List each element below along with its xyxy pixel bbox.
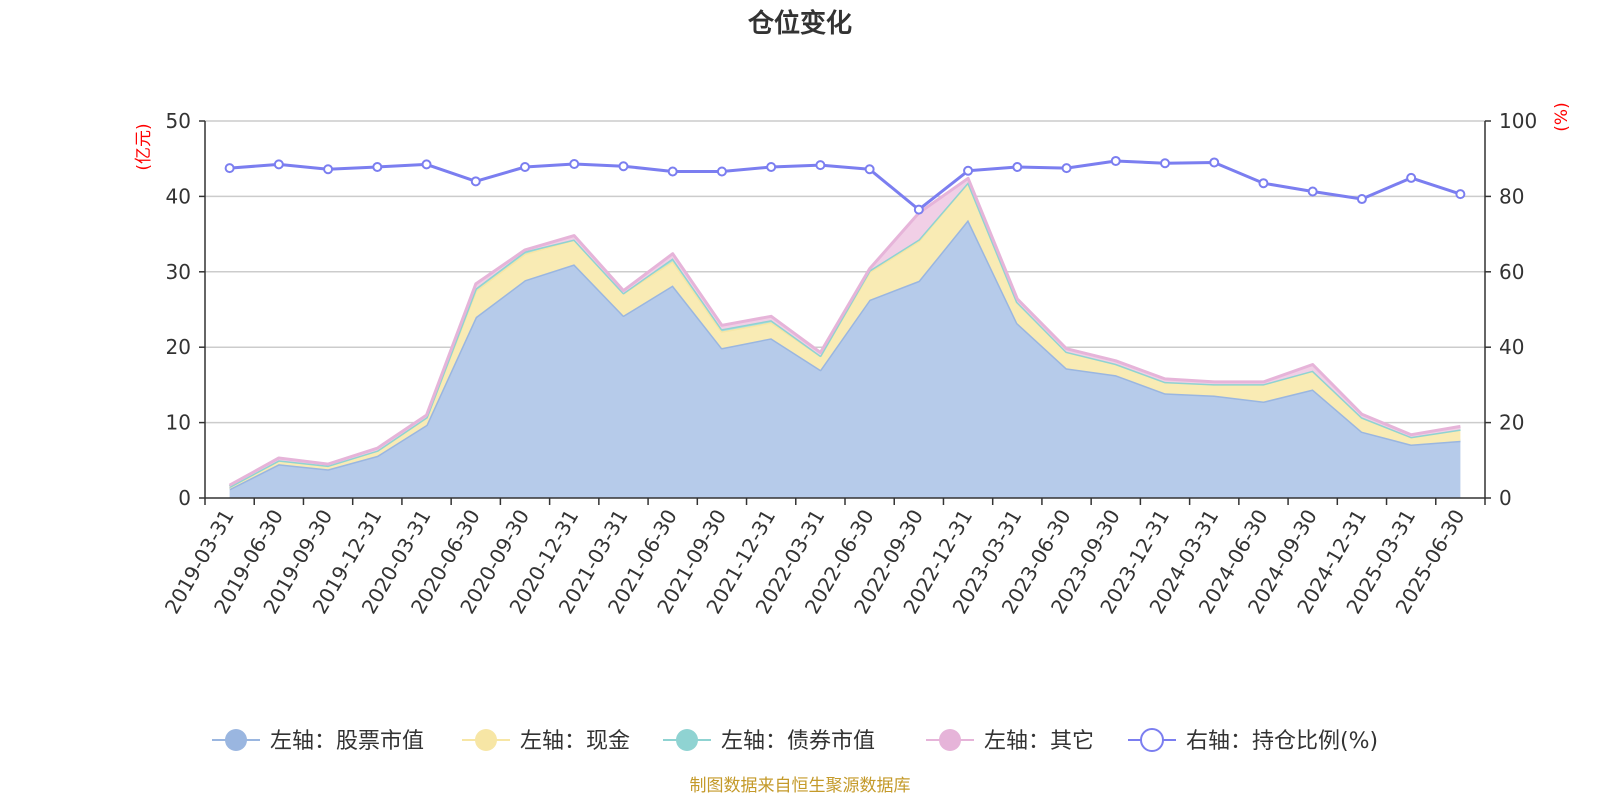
legend-item[interactable]: 左轴：股票市值: [212, 729, 424, 754]
ratio-point[interactable]: [1110, 155, 1121, 166]
ratio-point[interactable]: [1061, 163, 1072, 174]
ratio-point[interactable]: [372, 161, 383, 172]
right-tick-label: 60: [1499, 260, 1524, 284]
left-tick-label: 10: [166, 411, 191, 435]
ratio-point[interactable]: [1160, 158, 1170, 169]
series-area: [229, 182, 1461, 489]
ratio-point[interactable]: [470, 176, 481, 187]
right-tick-label: 0: [1499, 486, 1512, 510]
ratio-point[interactable]: [667, 166, 678, 177]
ratio-point[interactable]: [766, 161, 777, 172]
ratio-point[interactable]: [1258, 178, 1269, 189]
ratio-line: [229, 159, 1461, 212]
legend-label: 左轴：股票市值: [270, 729, 424, 754]
ratio-point[interactable]: [618, 161, 629, 172]
ratio-point[interactable]: [913, 204, 924, 215]
source-caption: 制图数据来自恒生聚源数据库: [690, 776, 911, 796]
legend-marker: [939, 729, 961, 751]
legend-marker: [475, 729, 497, 751]
ratio-point[interactable]: [1406, 172, 1417, 183]
right-tick-label: 100: [1499, 109, 1537, 133]
left-tick-label: 30: [166, 260, 191, 284]
legend-marker: [225, 729, 247, 751]
left-tick-label: 40: [166, 184, 191, 208]
ratio-point[interactable]: [963, 165, 974, 176]
legend-item[interactable]: 左轴：其它: [926, 729, 1094, 754]
left-axis-name: (亿元): [134, 123, 154, 170]
ratio-point[interactable]: [1012, 161, 1023, 172]
chart-title: 仓位变化: [747, 8, 852, 39]
ratio-point[interactable]: [864, 164, 875, 175]
left-tick-label: 20: [166, 335, 191, 359]
ratio-point[interactable]: [1356, 194, 1367, 205]
stacked-areas: [228, 176, 1461, 499]
legend-label: 左轴：现金: [520, 729, 630, 754]
right-tick-label: 20: [1499, 411, 1524, 435]
ratio-point[interactable]: [815, 160, 826, 171]
holding-ratio-line: [224, 155, 1466, 215]
legend-label: 左轴：债券市值: [721, 729, 875, 754]
ratio-point[interactable]: [1455, 189, 1466, 200]
ratio-point[interactable]: [323, 164, 334, 175]
legend-item[interactable]: 左轴：债券市值: [663, 729, 875, 754]
legend-label: 左轴：其它: [984, 729, 1094, 754]
right-tick-label: 80: [1499, 184, 1524, 208]
ratio-point[interactable]: [569, 158, 580, 169]
ratio-point[interactable]: [421, 159, 432, 170]
right-axis-name: (%): [1552, 102, 1572, 131]
ratio-point[interactable]: [716, 166, 727, 177]
legend-marker: [676, 729, 698, 751]
legend[interactable]: 左轴：股票市值 左轴：现金 左轴：债券市值 左轴：其它 右轴：持仓比例(%): [212, 728, 1378, 754]
ratio-point[interactable]: [224, 163, 235, 174]
legend-item[interactable]: 左轴：现金: [462, 729, 630, 754]
ratio-point[interactable]: [1209, 157, 1220, 168]
right-tick-label: 40: [1499, 335, 1524, 359]
legend-item[interactable]: 右轴：持仓比例(%): [1128, 728, 1378, 754]
series-area: [229, 219, 1461, 499]
series-top-line: [228, 176, 1461, 487]
legend-label: 右轴：持仓比例(%): [1186, 729, 1378, 754]
left-tick-label: 0: [178, 486, 191, 510]
ratio-point[interactable]: [273, 159, 284, 170]
legend-marker: [1140, 728, 1164, 752]
ratio-point[interactable]: [1307, 186, 1318, 197]
left-tick-label: 50: [166, 109, 191, 133]
ratio-point[interactable]: [520, 161, 530, 172]
